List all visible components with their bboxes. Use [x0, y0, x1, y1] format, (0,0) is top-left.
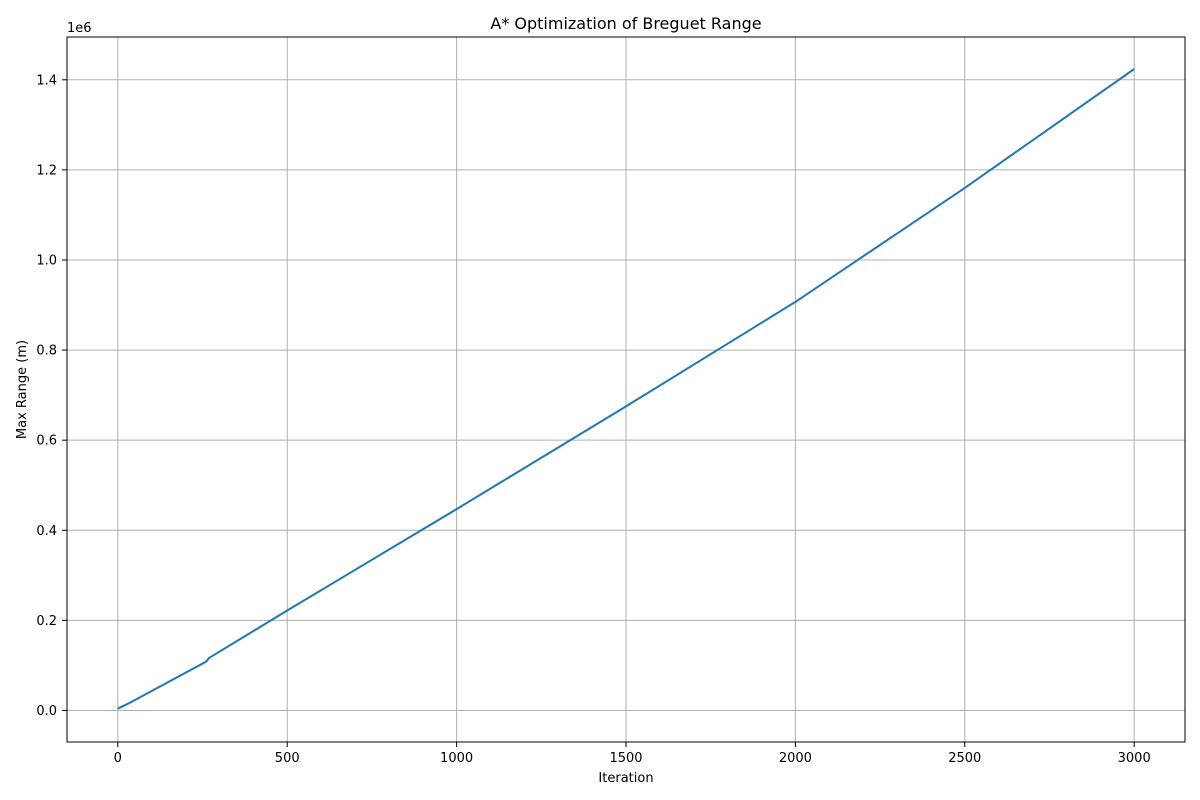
y-tick-label: 0.6: [36, 434, 57, 449]
grid-layer: [67, 37, 1185, 742]
x-tick-label: 0: [114, 751, 122, 766]
y-tick-label: 0.0: [36, 704, 57, 719]
y-tick-label: 1.0: [36, 253, 57, 268]
x-axis-title: Iteration: [598, 771, 653, 786]
x-tick-label: 2000: [779, 751, 812, 766]
y-tick-label: 1.4: [36, 73, 57, 88]
x-tick-label: 500: [275, 751, 300, 766]
y-tick-label: 0.2: [36, 614, 57, 629]
x-tick-label: 3000: [1118, 751, 1151, 766]
chart-title: A* Optimization of Breguet Range: [490, 14, 761, 33]
x-tick-label: 1000: [440, 751, 473, 766]
x-tick-label: 2500: [948, 751, 981, 766]
series-line: [117, 68, 1135, 710]
series-layer: [117, 68, 1135, 710]
y-tick-label: 0.8: [36, 344, 57, 359]
x-tick-label: 1500: [609, 751, 642, 766]
y-tick-label: 1.2: [36, 163, 57, 178]
y-tick-label: 0.4: [36, 524, 57, 539]
tick-layer: 0 500 1000 1500 2000 2500 3000 0.0 0.2 0.4 0.6 0.8 1…: [36, 73, 1150, 766]
y-axis-offset-label: 1e6: [67, 21, 92, 36]
y-axis-title: Max Range (m): [15, 340, 30, 439]
